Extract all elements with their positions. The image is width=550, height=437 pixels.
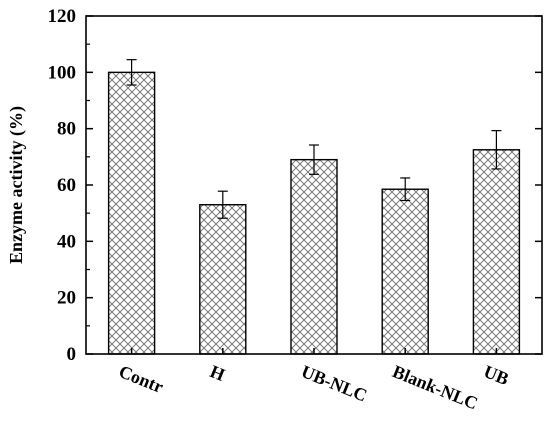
error-bar [309,144,319,175]
axes [85,15,543,355]
error-bar [217,190,228,219]
x-tick-label: Blank-NLC [390,361,481,413]
y-tick-label: 20 [57,288,76,309]
x-tick-labels: Contr H UB-NLC Blank-NLC UB [116,361,511,413]
bar-blank-nlc [381,188,429,355]
bar-ub-nlc [290,158,338,355]
x-tick-label: Contr [116,361,166,397]
y-tick-label: 100 [48,62,77,83]
x-tick-label: H [207,361,227,385]
bar-ub [472,149,521,355]
y-axis-title: Enzyme activity (%) [6,106,27,264]
y-tick-label: 80 [57,119,76,140]
error-bar [400,177,411,202]
error-bar [126,59,137,86]
x-tick-label: UB [481,361,512,389]
y-tick-label: 120 [48,6,77,27]
bar-contr [107,71,156,355]
y-tick-label: 60 [57,175,76,196]
y-tick-labels: 0 20 40 60 80 100 120 [48,6,77,365]
y-tick-label: 0 [67,344,77,365]
bars [107,71,521,355]
error-bars [126,59,502,219]
error-bar [491,130,502,170]
x-tick-label: UB-NLC [299,361,370,405]
bar-h [199,204,247,355]
y-tick-label: 40 [57,231,76,252]
